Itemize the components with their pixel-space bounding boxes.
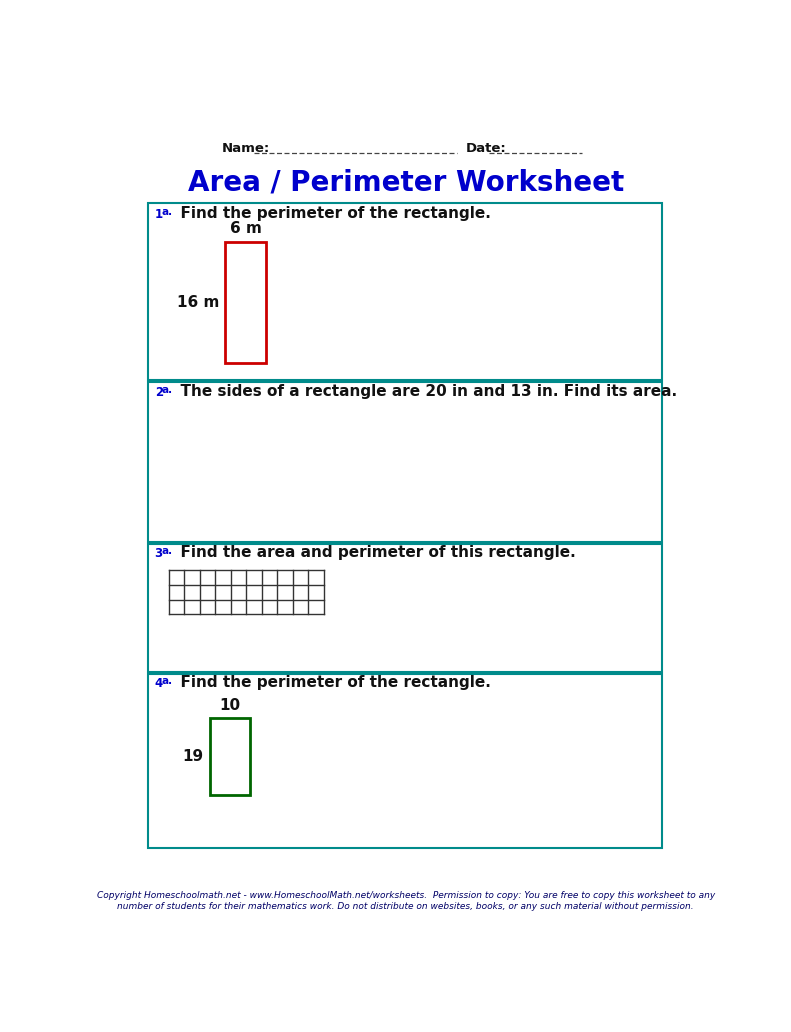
Text: Find the perimeter of the rectangle.: Find the perimeter of the rectangle.	[170, 205, 491, 221]
Bar	[225, 241, 267, 363]
Text: Find the area and perimeter of this rectangle.: Find the area and perimeter of this rect…	[170, 545, 576, 560]
Text: number of students for their mathematics work. Do not distribute on websites, bo: number of students for their mathematics…	[117, 902, 694, 910]
Text: a.: a.	[161, 385, 172, 394]
Text: 6 m: 6 m	[230, 221, 262, 236]
Text: Area / Perimeter Worksheet: Area / Perimeter Worksheet	[187, 168, 624, 196]
Text: Name:: Name:	[221, 142, 270, 155]
Bar	[148, 674, 662, 847]
Text: a.: a.	[161, 546, 172, 556]
Text: 1: 1	[155, 207, 163, 221]
Text: Date:: Date:	[466, 142, 507, 155]
Text: 3: 3	[155, 547, 163, 560]
Text: 19: 19	[183, 749, 203, 765]
Text: 2: 2	[155, 386, 163, 398]
Text: 10: 10	[219, 698, 240, 713]
Text: Copyright Homeschoolmath.net - www.HomeschoolMath.net/worksheets.  Permission to: Copyright Homeschoolmath.net - www.Homes…	[97, 891, 715, 900]
Text: Find the perimeter of the rectangle.: Find the perimeter of the rectangle.	[170, 675, 491, 689]
Text: The sides of a rectangle are 20 in and 13 in. Find its area.: The sides of a rectangle are 20 in and 1…	[170, 384, 677, 398]
Text: 16 m: 16 m	[176, 295, 219, 310]
Bar	[148, 544, 662, 672]
Text: 4: 4	[155, 677, 163, 689]
Text: a.: a.	[161, 676, 172, 685]
Bar	[148, 382, 662, 542]
Bar	[148, 203, 662, 380]
Text: a.: a.	[161, 206, 172, 217]
Bar	[210, 718, 250, 796]
